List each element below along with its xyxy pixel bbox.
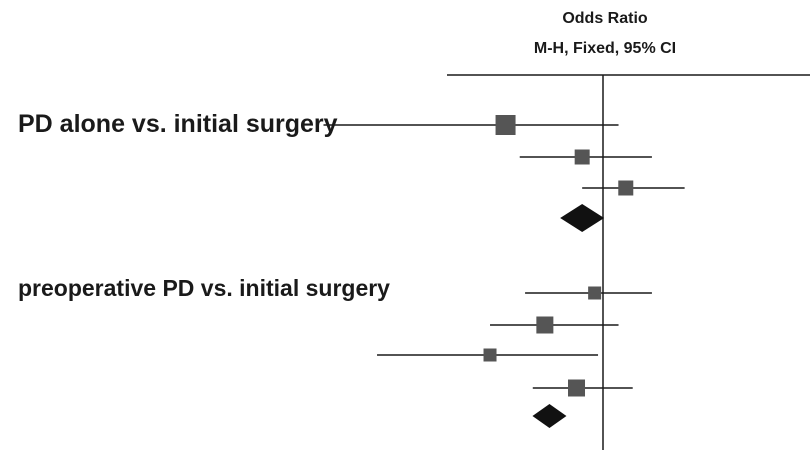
chart-title: Odds Ratio <box>562 10 648 27</box>
pooled-diamond <box>532 404 567 428</box>
group-label-preoperative-pd: preoperative PD vs. initial surgery <box>18 275 390 301</box>
pooled-diamond <box>560 204 605 232</box>
study-marker <box>568 379 586 397</box>
study-marker <box>536 316 554 334</box>
study-marker <box>588 286 602 300</box>
group-label-pd-alone: PD alone vs. initial surgery <box>18 110 338 138</box>
study-marker <box>483 348 497 362</box>
study-marker <box>495 115 516 135</box>
study-marker <box>618 180 634 196</box>
study-marker <box>574 149 590 165</box>
chart-subtitle: M-H, Fixed, 95% CI <box>533 40 677 57</box>
